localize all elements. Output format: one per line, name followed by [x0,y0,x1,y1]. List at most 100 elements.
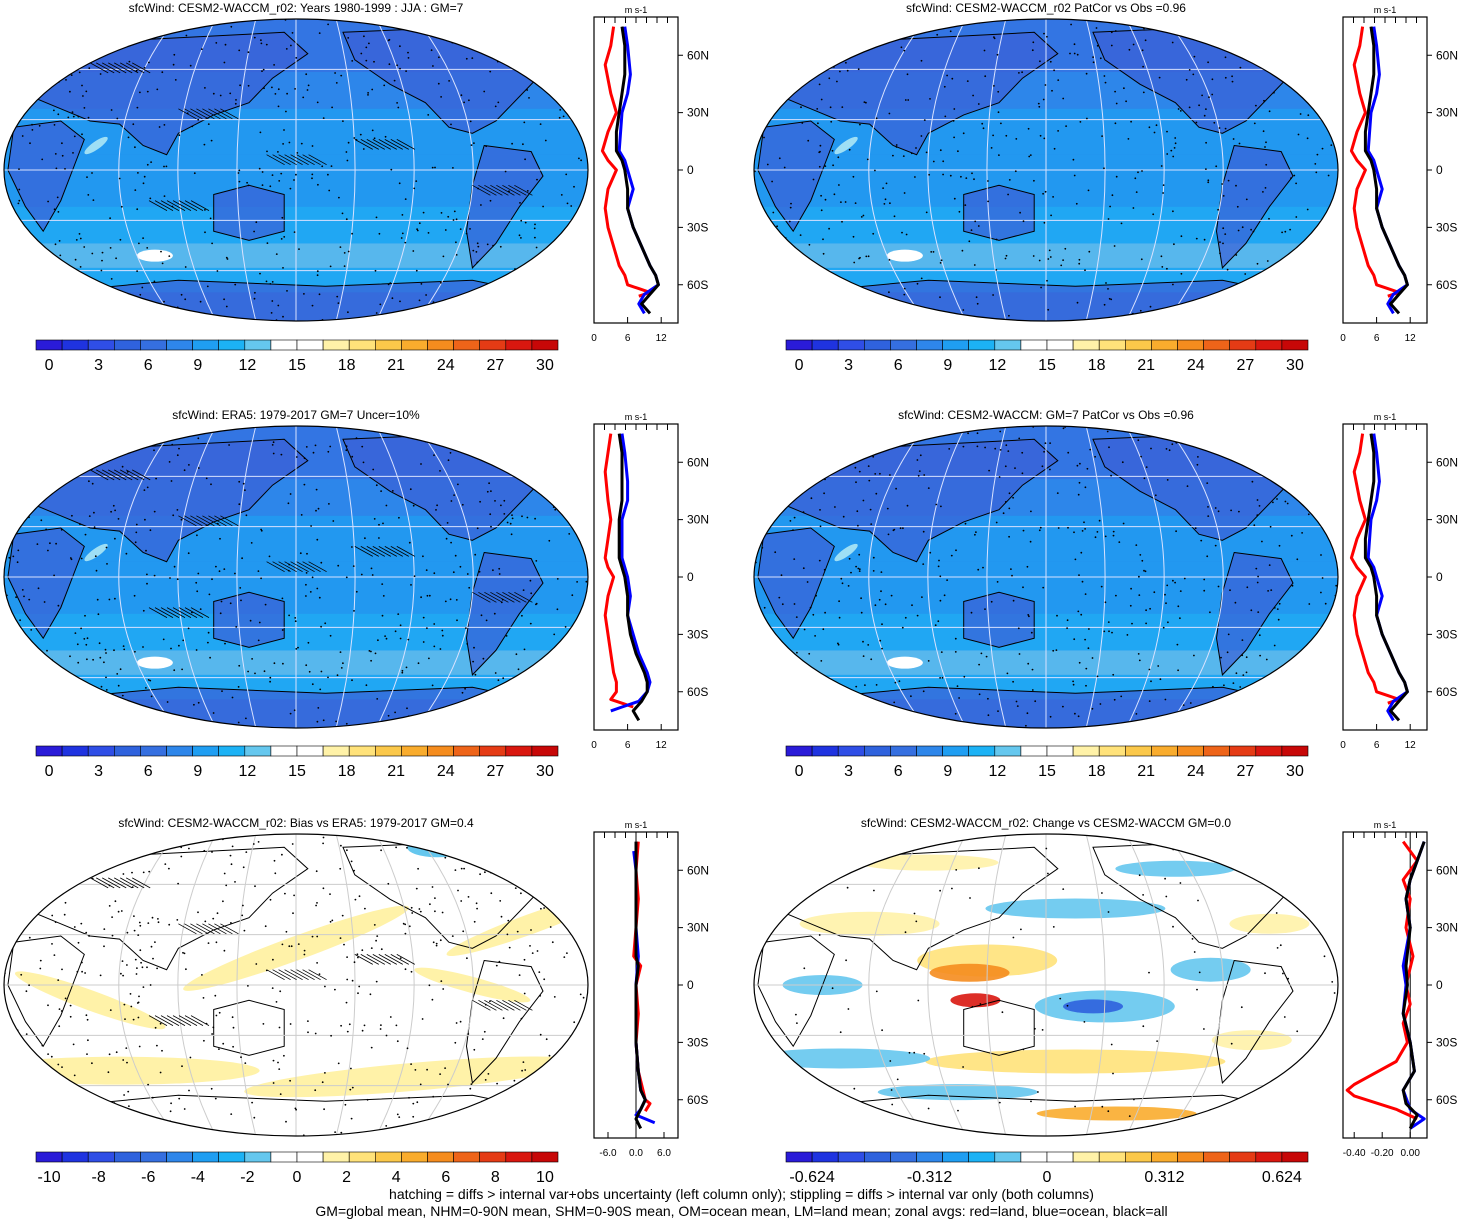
stipple-dot [136,208,139,211]
stipple-dot [187,552,190,555]
stipple-dot [804,38,807,41]
stipple-dot [757,257,760,260]
colorbar-box [453,1151,481,1163]
stipple-dot [1044,190,1047,193]
stipple-dot [345,722,348,725]
stipple-dot [572,103,575,106]
stipple-dot [185,968,187,971]
stipple-dot [242,482,245,485]
stipple-dot [523,121,526,124]
stipple-dot [357,992,359,995]
stipple-dot [928,173,930,176]
stipple-dot [253,230,256,233]
stipple-dot [78,873,80,876]
stipple-dot [969,897,971,899]
stipple-dot [1130,587,1132,590]
hatch-stroke [214,515,233,527]
stipple-dot [117,910,120,913]
stipple-dot [971,172,973,175]
stipple-dot [1213,121,1216,124]
stipple-dot [305,73,308,76]
stipple-dot [1173,1132,1176,1135]
stipple-dot [1277,618,1280,621]
stipple-dot [1262,451,1264,454]
stipple-dot [146,247,149,249]
stipple-dot [40,1098,43,1100]
stipple-dot [40,867,43,870]
stipple-dot [315,488,318,491]
stipple-dot [518,974,521,976]
profile-frame [593,16,679,324]
stipple-dot [25,1033,28,1035]
stipple-dot [1280,470,1282,473]
stipple-dot [238,49,241,52]
stipple-dot [835,699,838,702]
stipple-dot [1239,66,1242,69]
stipple-dot [375,484,378,487]
stipple-dot [299,552,302,555]
stipple-dot [204,209,206,211]
stipple-dot [1114,30,1117,32]
stipple-dot [541,1100,543,1103]
stipple-dot [188,1089,190,1092]
stipple-dot [824,281,826,284]
stipple-dot [419,1083,422,1086]
stipple-dot [195,581,198,584]
hatch-stroke [178,515,197,527]
stipple-dot [1125,100,1127,103]
stipple-dot [85,643,88,646]
stipple-dot [375,939,377,942]
stipple-dot [963,675,966,678]
stipple-dot [281,629,284,631]
colorbar-tick-label: 0 [795,357,804,374]
stipple-dot [1217,208,1219,211]
stipple-dot [953,108,956,110]
stipple-dot [985,655,988,658]
stipple-dot [473,920,476,923]
stipple-dot [1308,258,1311,260]
stipple-dot [464,301,467,304]
stipple-dot [51,1128,54,1131]
stipple-dot [860,597,862,600]
stipple-dot [1265,163,1268,166]
stipple-dot [1087,189,1090,192]
hatch-stroke [208,515,227,527]
stipple-dot [1088,250,1091,253]
hatch-stroke [126,877,145,889]
stipple-dot [573,1021,576,1024]
stipple-dot [64,847,67,849]
stipple-dot [1302,489,1305,492]
stipple-dot [823,568,826,571]
stipple-dot [170,1102,173,1105]
stipple-dot [987,697,989,700]
stipple-dot [196,590,199,593]
stipple-dot [502,677,505,680]
stipple-dot [372,468,375,471]
stipple-dot [47,898,50,901]
stipple-dot [1142,65,1144,68]
stipple-dot [176,509,179,511]
stipple-dot [1335,584,1338,587]
stipple-dot [1004,501,1007,503]
colorbar-box [1255,339,1283,351]
stipple-dot [1007,193,1009,196]
stipple-dot [92,199,95,202]
stipple-dot [1258,505,1261,507]
stipple-dot [204,231,206,234]
stipple-dot [853,1087,856,1090]
stipple-dot [469,228,471,230]
stipple-dot [1200,23,1202,26]
stipple-dot [1022,586,1024,589]
stipple-dot [1331,244,1334,247]
stipple-dot [1268,217,1270,220]
stipple-dot [1043,221,1046,224]
stipple-dot [544,1101,546,1104]
stipple-dot [802,511,805,513]
stipple-dot [906,504,909,507]
stipple-dot [16,1097,19,1100]
stipple-dot [203,143,206,146]
colorbar-box [505,1151,533,1163]
stipple-dot [464,687,466,690]
stipple-dot [1245,671,1248,674]
stipple-dot [128,1105,130,1107]
